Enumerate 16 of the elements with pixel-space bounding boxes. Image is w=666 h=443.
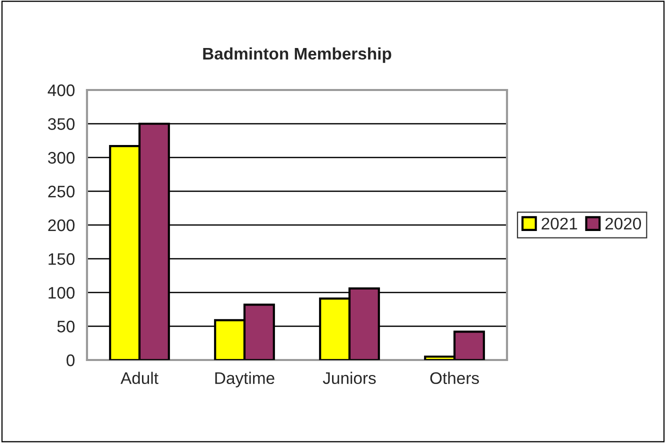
x-tick-label: Daytime	[215, 372, 274, 388]
y-tick-label: 50	[57, 320, 75, 332]
x-tick-label: Adult	[120, 372, 158, 384]
x-tick-label: Others	[430, 372, 479, 384]
y-tick-label: 200	[48, 219, 75, 232]
y-tick-label: 0	[66, 354, 75, 366]
y-tick-label: 150	[48, 253, 75, 265]
y-tick-label: 300	[48, 152, 75, 164]
y-tick-label: 100	[48, 286, 75, 299]
legend-label: 2020	[605, 218, 641, 230]
y-tick-label: 350	[48, 118, 75, 130]
chart-title: Badminton Membership	[203, 47, 392, 63]
legend-label: 2021	[542, 218, 578, 230]
y-tick-label: 250	[48, 186, 75, 198]
y-tick-label: 400	[48, 84, 75, 96]
x-tick-label: Juniors	[322, 372, 376, 384]
